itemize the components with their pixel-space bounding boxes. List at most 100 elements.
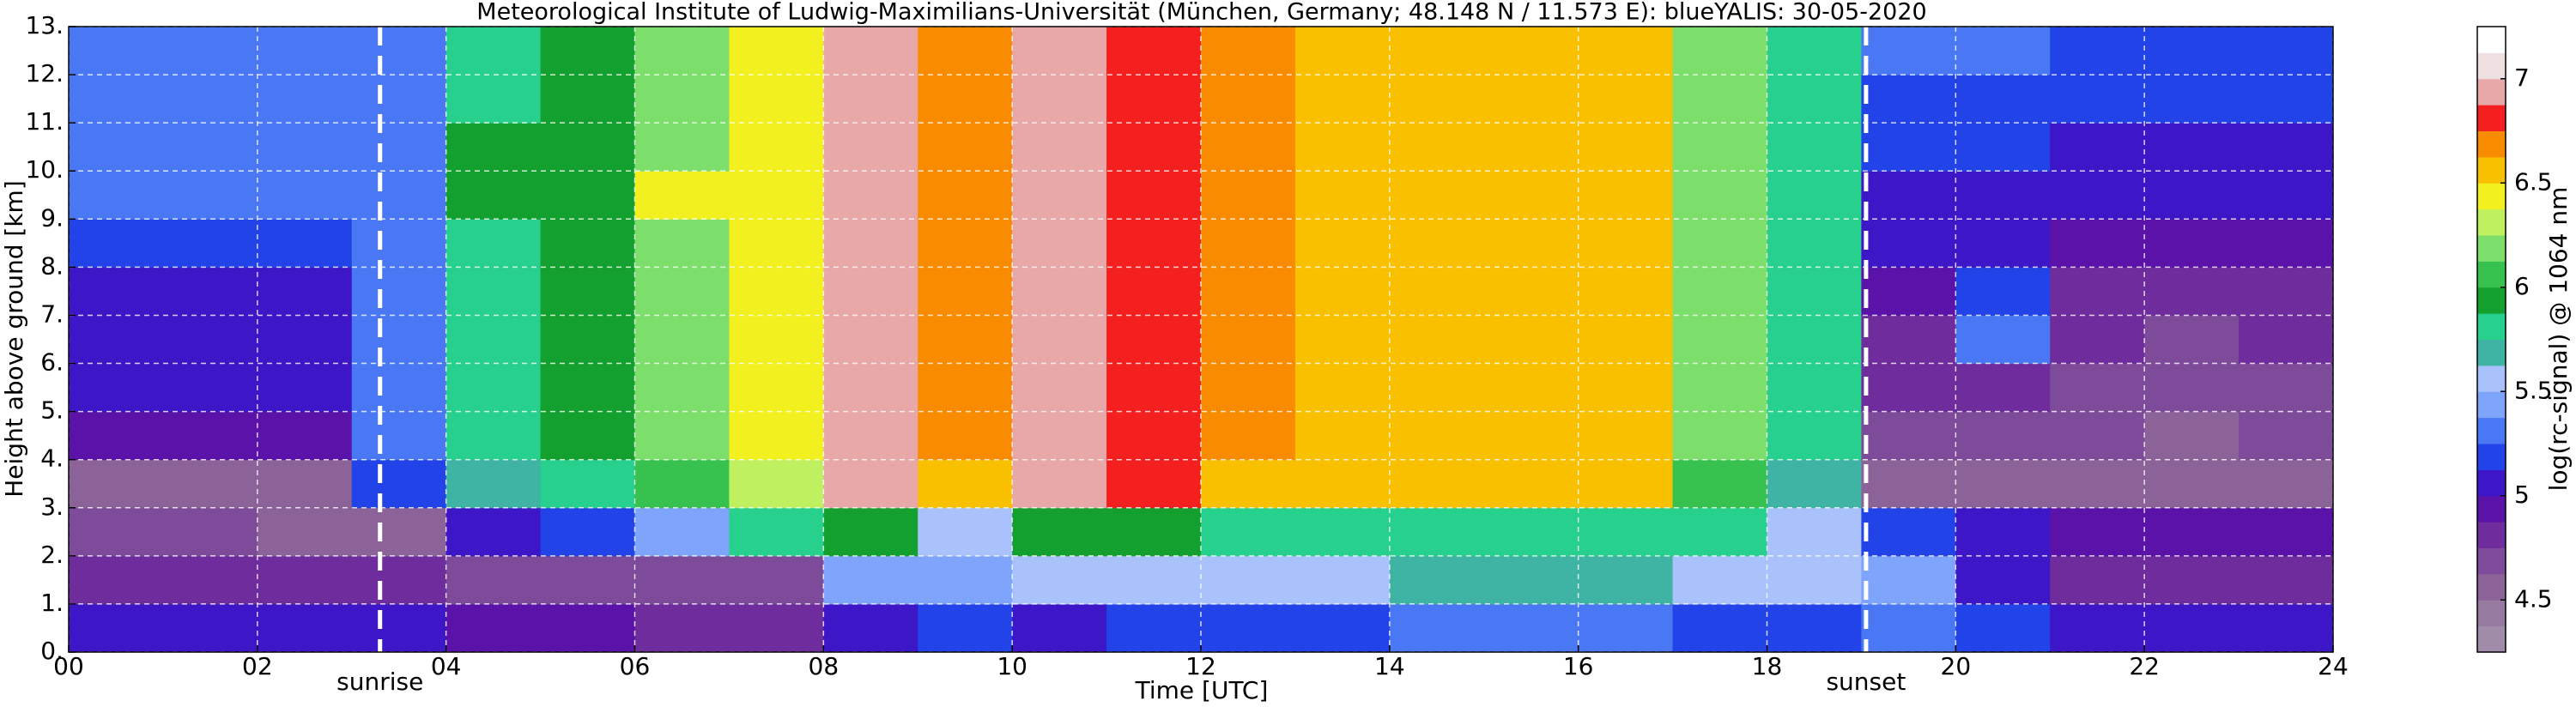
x-tick-label: 16 <box>1563 652 1594 680</box>
heatmap-cell <box>2144 411 2240 461</box>
heatmap-cell <box>351 27 447 76</box>
heatmap-cell <box>1483 507 1579 557</box>
heatmap-cell <box>540 171 635 220</box>
heatmap-cell <box>1672 75 1767 124</box>
colorbar-segment <box>2477 156 2506 184</box>
heatmap-cell <box>1672 603 1767 653</box>
heatmap-cell <box>1294 507 1391 557</box>
heatmap-cell <box>351 267 447 316</box>
heatmap-cell <box>1294 363 1391 413</box>
heatmap-cell <box>445 363 542 413</box>
heatmap-cell <box>1483 219 1579 268</box>
heatmap-cell <box>1767 555 1862 605</box>
heatmap-cell <box>1106 363 1202 413</box>
heatmap-cell <box>2144 267 2240 316</box>
heatmap-cell <box>2239 75 2334 124</box>
heatmap-cell <box>729 171 824 220</box>
heatmap-cell <box>445 219 542 268</box>
heatmap-cell <box>1201 363 1296 413</box>
heatmap-cell <box>1672 123 1767 172</box>
heatmap-cell <box>2050 171 2145 220</box>
heatmap-cell <box>1955 603 2051 653</box>
heatmap-cell <box>2144 603 2240 653</box>
x-tick-label: 06 <box>620 652 651 680</box>
heatmap-cell <box>540 555 635 605</box>
colorbar-segment <box>2477 417 2506 444</box>
heatmap-cell <box>1578 267 1674 316</box>
x-tick-label: 18 <box>1752 652 1783 680</box>
heatmap-cell <box>1106 459 1202 509</box>
y-tick-label: 13. <box>25 11 64 39</box>
heatmap-cell <box>2144 171 2240 220</box>
colorbar-segment <box>2477 600 2506 627</box>
heatmap-cell <box>257 459 353 509</box>
heatmap-cell <box>69 507 164 557</box>
heatmap-cell <box>1389 603 1485 653</box>
heatmap-cell <box>1201 507 1296 557</box>
heatmap-cell <box>1012 27 1107 76</box>
y-tick-label: 12. <box>25 59 64 88</box>
heatmap-cell <box>69 459 164 509</box>
heatmap-cell <box>918 411 1013 461</box>
heatmap-cell <box>1767 75 1862 124</box>
heatmap-cell <box>729 75 824 124</box>
y-tick-label: 6. <box>40 348 64 377</box>
heatmap-cell <box>823 315 918 365</box>
heatmap-cell <box>445 27 542 76</box>
heatmap-cell <box>1389 171 1485 220</box>
heatmap-cell <box>729 123 824 172</box>
heatmap-cell <box>69 555 164 605</box>
heatmap-cell <box>1955 219 2051 268</box>
heatmap-cell <box>2239 555 2334 605</box>
heatmap-cell <box>162 171 258 220</box>
colorbar-segment <box>2477 261 2506 288</box>
heatmap-cell <box>634 459 730 509</box>
heatmap-cell <box>351 219 447 268</box>
heatmap-cell <box>1294 459 1391 509</box>
heatmap-cell <box>445 315 542 365</box>
heatmap-cell <box>918 219 1013 268</box>
heatmap-cell <box>1672 171 1767 220</box>
x-tick-label: 20 <box>1941 652 1972 680</box>
x-tick-label: 22 <box>2129 652 2160 680</box>
heatmap-cell <box>351 363 447 413</box>
heatmap-cell <box>540 459 635 509</box>
heatmap-cell <box>1483 411 1579 461</box>
heatmap-cell <box>445 555 542 605</box>
heatmap-cell <box>1767 219 1862 268</box>
colorbar-tick-label: 5.5 <box>2514 376 2553 404</box>
heatmap-cell <box>2239 219 2334 268</box>
heatmap-cell <box>1483 315 1579 365</box>
colorbar-label: log(rc-signal) @ 1064 nm <box>2544 187 2573 492</box>
heatmap-cell <box>1483 267 1579 316</box>
heatmap-cell <box>1767 27 1862 76</box>
heatmap-cell <box>634 219 730 268</box>
heatmap-cell <box>2144 123 2240 172</box>
heatmap-cell <box>162 219 258 268</box>
heatmap-cell <box>351 75 447 124</box>
heatmap-cell <box>351 411 447 461</box>
heatmap-cell <box>351 459 447 509</box>
y-tick-label: 0. <box>40 637 64 665</box>
heatmap-cell <box>1294 411 1391 461</box>
heatmap-cell <box>1672 459 1767 509</box>
y-tick-label: 2. <box>40 541 64 569</box>
heatmap-cell <box>540 267 635 316</box>
heatmap-cell <box>1201 219 1296 268</box>
colorbar-segment <box>2477 287 2506 314</box>
heatmap-cell <box>257 219 353 268</box>
heatmap-cell <box>2239 363 2334 413</box>
heatmap-cell <box>2050 267 2145 316</box>
heatmap-cell <box>1578 171 1674 220</box>
heatmap-cell <box>1483 363 1579 413</box>
heatmap-cell <box>823 603 918 653</box>
heatmap-cell <box>445 411 542 461</box>
heatmap-cell <box>351 507 447 557</box>
heatmap-cell <box>1578 315 1674 365</box>
heatmap-cell <box>1672 411 1767 461</box>
heatmap-cell <box>1578 603 1674 653</box>
heatmap-cell <box>162 555 258 605</box>
heatmap-cell <box>1767 507 1862 557</box>
heatmap-cell <box>1201 555 1296 605</box>
